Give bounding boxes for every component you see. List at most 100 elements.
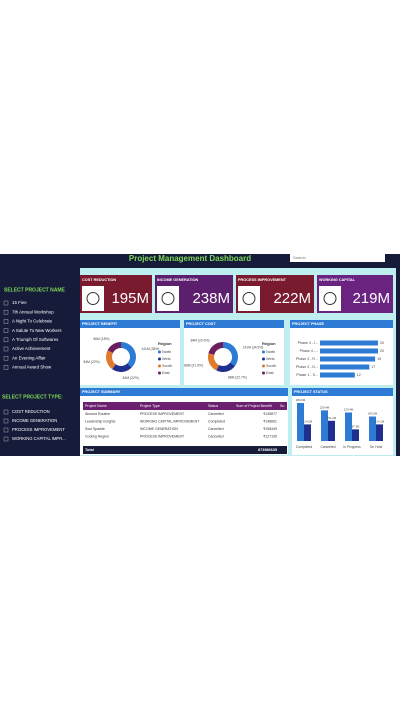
- table-cell: Leadership Insights: [85, 419, 116, 423]
- table-cell: PROCESS IMPROVEMENT: [140, 434, 185, 438]
- table-total: 873986635: [258, 448, 277, 452]
- kpi-icon-box: [157, 286, 179, 311]
- filter-item: A Salute To New Workers: [12, 328, 62, 333]
- bar-category: Phase 4 - I...: [298, 341, 318, 345]
- legend-swatch: [262, 350, 265, 354]
- checkbox[interactable]: [3, 346, 9, 352]
- legend-label: North: [162, 350, 171, 354]
- legend-label: West: [266, 357, 276, 361]
- table-cell: Abound Routine: [85, 412, 110, 416]
- kpi-value: 219M: [352, 290, 390, 307]
- kpi-icon: [323, 292, 337, 305]
- bar-category: Phase 4 -...: [300, 349, 318, 353]
- table-total: Total: [85, 448, 94, 452]
- table-total-row: [83, 446, 287, 454]
- bar: [321, 410, 328, 441]
- x-category: On Hold: [370, 445, 383, 449]
- bar-value: 20: [380, 349, 384, 353]
- filter-item: INCOME GENERATION: [12, 418, 57, 423]
- bar-value: 183.0M: [368, 412, 378, 416]
- bar: [320, 372, 355, 378]
- legend-swatch: [262, 364, 265, 368]
- kpi-icon-box: [319, 286, 341, 311]
- bar-category: Phase 3 - R...: [296, 357, 318, 361]
- filter-item: A Triumph Of Softwares: [12, 337, 59, 342]
- kpi-icon-box: [238, 286, 260, 311]
- bar-value: 124.5M: [303, 420, 313, 424]
- legend-title: Region: [262, 341, 276, 346]
- legend-label: North: [266, 350, 275, 354]
- kpi-icon-box: [82, 286, 104, 311]
- kpi-label: INCOME GENERATION: [157, 278, 199, 282]
- legend-swatch: [262, 371, 265, 375]
- bar-value: 284.6M: [296, 398, 306, 402]
- filter-title: SELECT PROJECT TYPE:: [2, 394, 63, 400]
- kpi-icon: [242, 292, 256, 305]
- panel-header: [290, 320, 393, 328]
- kpi-icon: [161, 292, 175, 305]
- checkbox[interactable]: [3, 355, 9, 361]
- bar: [304, 424, 311, 441]
- bar: [320, 356, 376, 362]
- filter-item: PROCESS IMPROVEMENT: [12, 427, 65, 432]
- legend-swatch: [158, 371, 161, 375]
- donut-slice: [216, 362, 235, 372]
- bar-value: 151.2M: [327, 416, 337, 420]
- checkbox[interactable]: [3, 427, 9, 433]
- dashboard-title: Project Management Dashboard: [129, 254, 251, 263]
- checkbox[interactable]: [3, 309, 9, 315]
- checkbox[interactable]: [3, 418, 9, 424]
- checkbox[interactable]: [3, 409, 9, 415]
- checkbox[interactable]: [3, 300, 9, 306]
- donut-slice: [121, 342, 136, 368]
- kpi-value: 195M: [111, 290, 149, 307]
- slice-label: 66M (18%): [93, 337, 109, 341]
- bar-value: 20: [380, 341, 384, 345]
- bar: [345, 412, 352, 441]
- table-cell: Completed: [208, 419, 225, 423]
- table-header: Project Type: [140, 404, 160, 408]
- x-category: Cancelled: [320, 445, 335, 449]
- slice-label: 84M (22%): [83, 360, 99, 364]
- table-cell: WORKING CAPITAL IMPROVEMENT: [140, 419, 200, 423]
- panel-header: [292, 388, 393, 396]
- kpi-icon: [86, 292, 100, 305]
- panel: [80, 388, 288, 455]
- table-cell: ₹145877: [263, 412, 277, 416]
- checkbox[interactable]: [3, 337, 9, 343]
- slice-label: 88M (22.7%): [228, 375, 247, 379]
- search-box[interactable]: [290, 254, 385, 262]
- bar: [320, 340, 378, 346]
- table-header: Project Name: [85, 404, 107, 408]
- checkbox[interactable]: [3, 319, 9, 324]
- bar-value: 17: [371, 365, 375, 369]
- legend-label: East: [266, 371, 275, 375]
- bar: [369, 416, 376, 441]
- slice-label: 84M (20.6%): [191, 338, 210, 342]
- legend-swatch: [158, 364, 161, 368]
- filter-item: Annual Award Show: [12, 365, 52, 370]
- bar: [376, 424, 383, 441]
- filter-item: Active Achievement: [12, 346, 51, 351]
- checkbox[interactable]: [3, 365, 9, 370]
- table-header: Sum of Project Benefit: [236, 404, 272, 408]
- legend-label: West: [162, 357, 172, 361]
- slice-label: 141M (34.5%): [243, 346, 264, 350]
- bar-category: Phase 1 - S...: [296, 373, 318, 377]
- slice-label: 84M (22%): [123, 376, 139, 380]
- checkbox[interactable]: [3, 436, 9, 442]
- bar: [320, 364, 370, 370]
- kpi-value: 222M: [273, 290, 311, 307]
- table-cell: Cancelled: [208, 434, 224, 438]
- table-header: Status: [208, 404, 218, 408]
- donut-slice: [208, 353, 219, 371]
- table-header-row: [83, 402, 287, 410]
- legend-swatch: [158, 357, 161, 361]
- donut-slice: [208, 342, 223, 355]
- filter-item: An Evening Affair: [12, 355, 46, 360]
- checkbox[interactable]: [3, 328, 9, 333]
- panel-title: PROJECT PHASE: [292, 322, 325, 326]
- bar-value: 213.4M: [344, 408, 354, 412]
- table-cell: INCOME GENERATION: [140, 427, 178, 431]
